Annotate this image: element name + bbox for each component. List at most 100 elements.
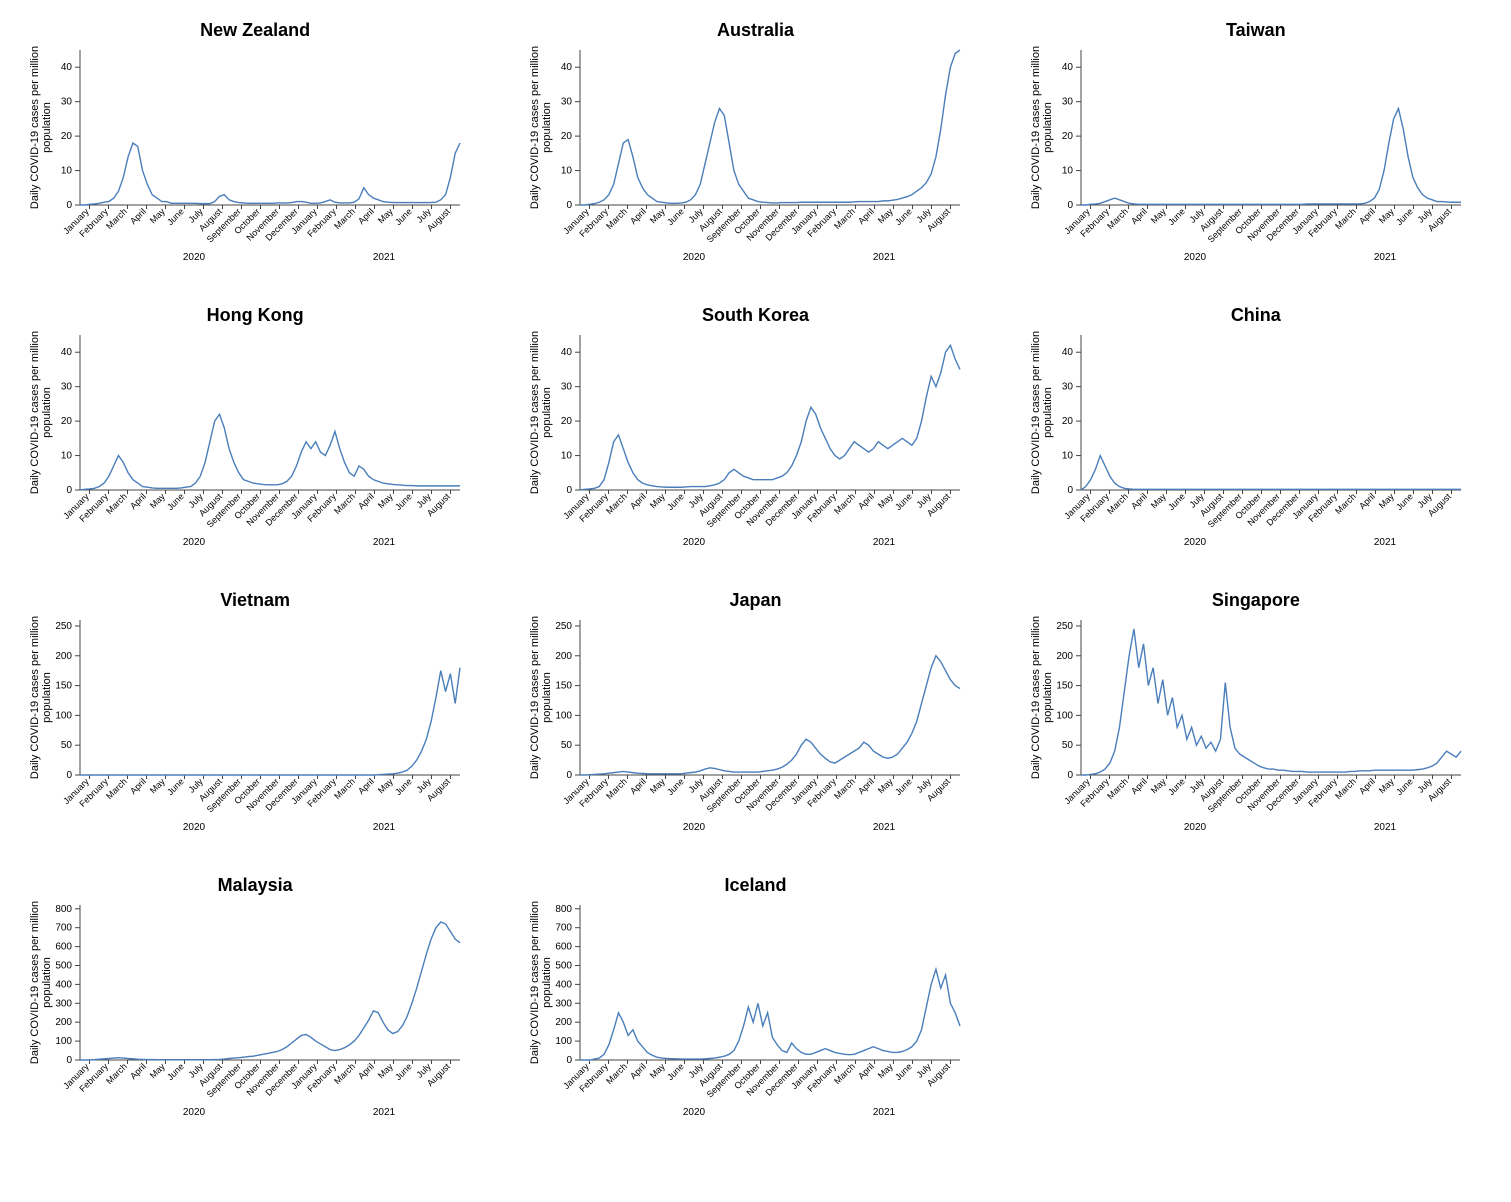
svg-text:April: April <box>1129 206 1149 226</box>
svg-text:population: population <box>41 957 53 1008</box>
svg-text:400: 400 <box>556 979 573 990</box>
panel-title: Malaysia <box>20 875 490 896</box>
svg-text:2020: 2020 <box>183 537 206 548</box>
chart-svg: 010203040 JanuaryFebruaryMarchAprilMayJu… <box>1021 330 1471 560</box>
svg-text:April: April <box>628 776 648 796</box>
svg-text:40: 40 <box>561 347 573 358</box>
svg-text:0: 0 <box>66 770 72 781</box>
svg-text:June: June <box>665 1061 686 1082</box>
svg-text:30: 30 <box>561 382 573 393</box>
svg-text:April: April <box>128 491 148 511</box>
svg-text:10: 10 <box>61 451 73 462</box>
svg-text:June: June <box>165 206 186 227</box>
svg-text:March: March <box>104 206 129 231</box>
svg-text:0: 0 <box>66 485 72 496</box>
svg-text:0: 0 <box>567 485 573 496</box>
svg-text:June: June <box>1394 206 1415 227</box>
svg-text:10: 10 <box>1062 451 1074 462</box>
svg-text:March: March <box>1333 491 1358 516</box>
svg-text:20: 20 <box>61 131 73 142</box>
svg-text:May: May <box>1148 206 1167 225</box>
data-series <box>580 969 960 1060</box>
svg-text:April: April <box>856 491 876 511</box>
svg-text:May: May <box>1376 491 1395 510</box>
chart-svg: 010203040 JanuaryFebruaryMarchAprilMayJu… <box>20 45 470 275</box>
svg-text:May: May <box>876 491 895 510</box>
svg-text:100: 100 <box>556 710 573 721</box>
svg-text:April: April <box>1357 491 1377 511</box>
svg-text:2020: 2020 <box>183 822 206 833</box>
svg-text:June: June <box>665 776 686 797</box>
svg-text:population: population <box>41 672 53 723</box>
panel-australia: Australia 010203040 JanuaryFebruaryMarch… <box>520 20 990 275</box>
data-series <box>1081 456 1461 490</box>
svg-text:March: March <box>832 491 857 516</box>
svg-text:June: June <box>893 206 914 227</box>
svg-text:2020: 2020 <box>683 252 706 263</box>
svg-text:May: May <box>876 1061 895 1080</box>
svg-text:March: March <box>832 776 857 801</box>
svg-text:April: April <box>856 776 876 796</box>
svg-text:100: 100 <box>1056 710 1073 721</box>
svg-text:June: June <box>393 206 414 227</box>
data-series <box>80 143 460 205</box>
svg-text:March: March <box>1333 776 1358 801</box>
svg-text:200: 200 <box>556 651 573 662</box>
svg-text:150: 150 <box>1056 681 1073 692</box>
chart-svg: 010203040 JanuaryFebruaryMarchAprilMayJu… <box>20 330 470 560</box>
panel-china: China 010203040 JanuaryFebruaryMarchApri… <box>1021 305 1491 560</box>
panel-title: Iceland <box>520 875 990 896</box>
svg-text:April: April <box>856 1061 876 1081</box>
svg-text:50: 50 <box>1062 740 1074 751</box>
svg-text:population: population <box>1042 102 1054 153</box>
svg-text:0: 0 <box>66 1055 72 1066</box>
svg-text:0: 0 <box>1067 485 1073 496</box>
data-series <box>80 922 460 1060</box>
svg-text:population: population <box>1042 672 1054 723</box>
panel-new-zealand: New Zealand 010203040 JanuaryFebruaryMar… <box>20 20 490 275</box>
svg-text:250: 250 <box>55 621 72 632</box>
svg-text:April: April <box>1129 776 1149 796</box>
svg-text:May: May <box>1376 206 1395 225</box>
svg-text:300: 300 <box>55 998 72 1009</box>
svg-text:March: March <box>1105 491 1130 516</box>
svg-text:May: May <box>1376 776 1395 795</box>
svg-text:June: June <box>665 206 686 227</box>
chart-svg: 010203040 JanuaryFebruaryMarchAprilMayJu… <box>520 45 970 275</box>
chart-svg: 050100150200250 JanuaryFebruaryMarchApri… <box>20 615 470 845</box>
svg-text:June: June <box>893 776 914 797</box>
svg-text:June: June <box>893 491 914 512</box>
svg-text:2021: 2021 <box>373 252 396 263</box>
svg-text:May: May <box>376 776 395 795</box>
svg-text:March: March <box>332 206 357 231</box>
panel-singapore: Singapore 050100150200250 JanuaryFebruar… <box>1021 590 1491 845</box>
svg-text:10: 10 <box>561 166 573 177</box>
panel-vietnam: Vietnam 050100150200250 JanuaryFebruaryM… <box>20 590 490 845</box>
svg-text:May: May <box>876 776 895 795</box>
svg-text:150: 150 <box>55 681 72 692</box>
svg-text:March: March <box>1105 206 1130 231</box>
svg-text:May: May <box>1148 776 1167 795</box>
data-series <box>80 414 460 490</box>
svg-text:50: 50 <box>561 740 573 751</box>
chart-svg: 010203040 JanuaryFebruaryMarchAprilMayJu… <box>520 330 970 560</box>
svg-text:Daily COVID-19 cases per milli: Daily COVID-19 cases per million <box>29 46 41 209</box>
svg-text:2020: 2020 <box>683 822 706 833</box>
svg-text:50: 50 <box>61 740 73 751</box>
svg-text:20: 20 <box>561 416 573 427</box>
svg-text:600: 600 <box>55 942 72 953</box>
svg-text:April: April <box>1129 491 1149 511</box>
svg-text:June: June <box>165 1061 186 1082</box>
data-series <box>80 668 460 775</box>
svg-text:April: April <box>628 206 648 226</box>
svg-text:800: 800 <box>556 904 573 915</box>
svg-text:2020: 2020 <box>683 1107 706 1118</box>
svg-text:June: June <box>393 776 414 797</box>
svg-text:April: April <box>128 1061 148 1081</box>
svg-text:March: March <box>832 1061 857 1086</box>
svg-text:April: April <box>356 776 376 796</box>
svg-text:May: May <box>376 1061 395 1080</box>
svg-text:March: March <box>332 491 357 516</box>
svg-text:March: March <box>604 206 629 231</box>
svg-text:2021: 2021 <box>373 537 396 548</box>
